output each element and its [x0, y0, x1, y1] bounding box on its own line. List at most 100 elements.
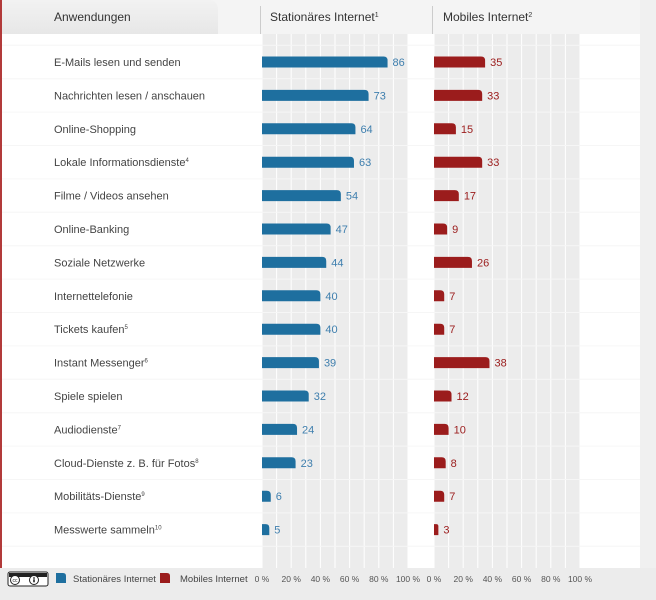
value-label-mobile: 17 [464, 191, 476, 203]
cc-by-icon: cc [7, 571, 49, 587]
x-tick-label: 20 % [454, 574, 474, 584]
bar-stationary [262, 323, 321, 335]
value-label-stationary: 86 [393, 57, 405, 69]
legend-label-mobile: Mobiles Internet [180, 574, 248, 585]
value-label-stationary: 64 [360, 124, 372, 136]
value-label-stationary: 39 [324, 358, 336, 370]
category-labels: E-Mails lesen und senden Nachrichten lese… [54, 57, 205, 537]
value-label-mobile: 9 [452, 224, 458, 236]
category-label-footnote: 6 [145, 359, 149, 365]
category-label-footnote: 8 [195, 459, 199, 465]
category-label-footnote: 5 [125, 325, 129, 331]
category-label: Cloud-Dienste z. B. für Fotos8 [54, 458, 199, 470]
bar-stationary [262, 357, 319, 369]
value-label-mobile: 8 [451, 458, 457, 470]
x-tick-label: 80 % [369, 574, 389, 584]
category-label-text: Lokale Informationsdienste [54, 157, 185, 169]
bar-stationary [262, 223, 331, 235]
legend-swatch-stationary [56, 573, 66, 583]
x-tick-label: 40 % [311, 574, 331, 584]
x-tick-label: 20 % [282, 574, 302, 584]
bar-stationary [262, 524, 270, 536]
bar-mobile [434, 290, 445, 302]
category-label-text: Instant Messenger [54, 358, 145, 370]
x-tick-label: 60 % [340, 574, 360, 584]
category-label: Online-Banking [54, 224, 129, 236]
left-accent-bar [0, 0, 2, 600]
category-label-footnote: 10 [155, 526, 162, 532]
bar-mobile [434, 423, 449, 435]
value-label-mobile: 7 [449, 491, 455, 503]
value-label-mobile: 15 [461, 124, 473, 136]
bar-stationary [262, 156, 354, 168]
category-label-footnote: 9 [141, 492, 145, 498]
bar-mobile [434, 56, 486, 68]
value-label-stationary: 63 [359, 157, 371, 169]
category-label-text: Soziale Netzwerke [54, 257, 145, 269]
bar-mobile [434, 223, 448, 235]
category-label: Lokale Informationsdienste4 [54, 157, 189, 169]
value-label-stationary: 5 [274, 525, 280, 537]
header-tab-categories [2, 0, 218, 34]
value-label-stationary: 54 [346, 191, 358, 203]
category-label-text: Online-Banking [54, 224, 129, 236]
value-label-stationary: 23 [301, 458, 313, 470]
bar-stationary [262, 490, 271, 502]
value-label-mobile: 7 [449, 291, 455, 303]
value-label-stationary: 73 [374, 90, 386, 102]
bar-mobile [434, 357, 490, 369]
category-label: Messwerte sammeln10 [54, 525, 162, 537]
category-label-text: Nachrichten lesen / anschauen [54, 90, 205, 102]
axis-ticks: 0 % 20 % 40 % 60 % 80 % 100 % 0 % 20 % 40 % 60 % 8… [255, 574, 593, 584]
value-label-mobile: 38 [494, 358, 506, 370]
x-tick-label: 40 % [483, 574, 503, 584]
bar-mobile [434, 524, 439, 536]
category-label: Mobilitäts-Dienste9 [54, 491, 145, 503]
value-label-mobile: 33 [487, 90, 499, 102]
bar-stationary [262, 89, 369, 101]
category-label-text: Messwerte sammeln [54, 525, 155, 537]
right-side-strip [640, 0, 656, 568]
bar-stationary [262, 457, 296, 469]
legend-label-stationary: Stationäres Internet [73, 574, 156, 585]
category-label: Filme / Videos ansehen [54, 191, 169, 203]
category-label-text: Mobilitäts-Dienste [54, 491, 141, 503]
bar-stationary [262, 123, 356, 135]
value-label-stationary: 40 [325, 324, 337, 336]
category-label: E-Mails lesen und senden [54, 57, 181, 69]
header-divider-stationary [260, 6, 261, 34]
value-label-mobile: 26 [477, 257, 489, 269]
category-label-text: Online-Shopping [54, 124, 136, 136]
category-label-text: Internettelefonie [54, 291, 133, 303]
series-header-stationary-footnote: 1 [375, 12, 379, 19]
category-label-text: Audiodienste [54, 424, 118, 436]
category-label-text: E-Mails lesen und senden [54, 57, 181, 69]
x-tick-label: 100 % [396, 574, 421, 584]
category-label: Audiodienste7 [54, 424, 122, 436]
legend-swatch-mobile [160, 573, 170, 583]
bar-mobile [434, 490, 445, 502]
series-header-mobile: Mobiles Internet2 [443, 10, 532, 24]
bar-mobile [434, 256, 472, 268]
category-label: Internettelefonie [54, 291, 133, 303]
category-label-text: Cloud-Dienste z. B. für Fotos [54, 458, 196, 470]
bar-stationary [262, 56, 388, 68]
category-label: Online-Shopping [54, 124, 136, 136]
category-label: Instant Messenger6 [54, 358, 149, 370]
bar-stationary [262, 190, 341, 202]
bar-mobile [434, 390, 452, 402]
bar-mobile [434, 123, 456, 135]
row-separators [2, 44, 640, 547]
value-label-stationary: 40 [325, 291, 337, 303]
series-header-mobile-label: Mobiles Internet [443, 10, 529, 24]
value-label-stationary: 32 [314, 391, 326, 403]
value-label-mobile: 12 [457, 391, 469, 403]
series-header-stationary: Stationäres Internet1 [270, 10, 379, 24]
value-label-mobile: 35 [490, 57, 502, 69]
x-tick-label: 0 % [427, 574, 442, 584]
x-tick-label: 0 % [255, 574, 270, 584]
series-header-stationary-label: Stationäres Internet [270, 10, 375, 24]
x-tick-label: 100 % [568, 574, 593, 584]
value-label-mobile: 33 [487, 157, 499, 169]
value-labels: 8673646354474440403932242365353315331792… [274, 57, 506, 537]
